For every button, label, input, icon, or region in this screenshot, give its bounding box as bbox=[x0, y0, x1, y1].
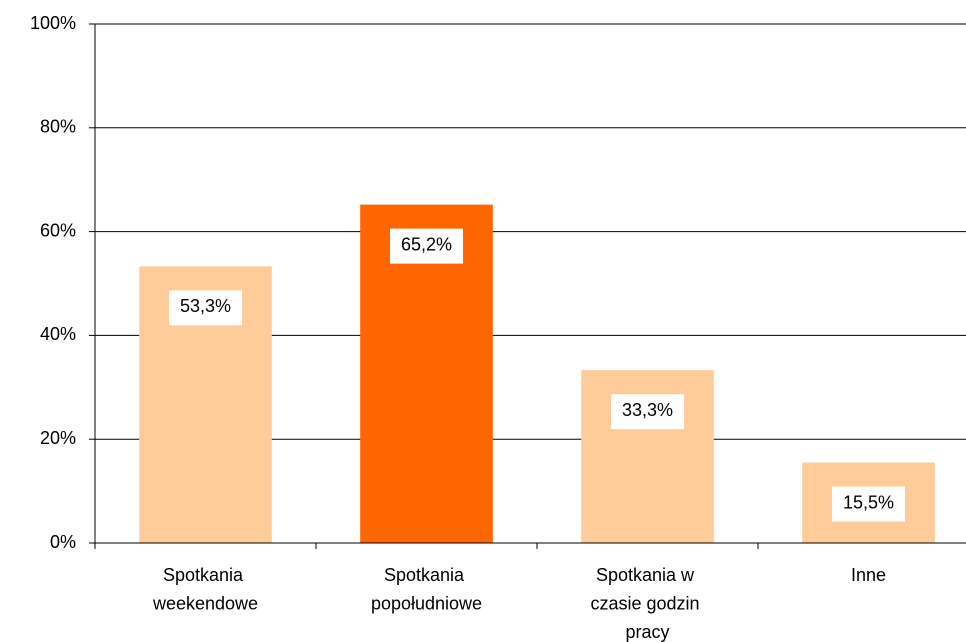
y-tick-label: 60% bbox=[40, 220, 76, 240]
x-tick-label: Spotkania weekendowe bbox=[152, 565, 258, 614]
y-tick-label: 20% bbox=[40, 428, 76, 448]
x-tick-label: Inne bbox=[851, 565, 886, 585]
y-tick-label: 100% bbox=[30, 13, 76, 33]
data-label-box bbox=[610, 394, 685, 430]
data-label: 33,3% bbox=[622, 400, 673, 420]
data-label-box bbox=[389, 228, 464, 264]
y-tick-label: 40% bbox=[40, 324, 76, 344]
y-tick-label: 80% bbox=[40, 117, 76, 137]
y-tick-label: 0% bbox=[50, 532, 76, 552]
data-label-box bbox=[831, 486, 906, 522]
x-tick-label: Spotkania popołudniowe bbox=[371, 565, 482, 614]
data-label: 53,3% bbox=[180, 296, 231, 316]
data-label: 15,5% bbox=[843, 492, 894, 512]
data-label-box bbox=[168, 290, 243, 326]
data-label: 65,2% bbox=[401, 234, 452, 254]
x-tick-label: Spotkania w czasie godzin pracy bbox=[590, 565, 704, 642]
